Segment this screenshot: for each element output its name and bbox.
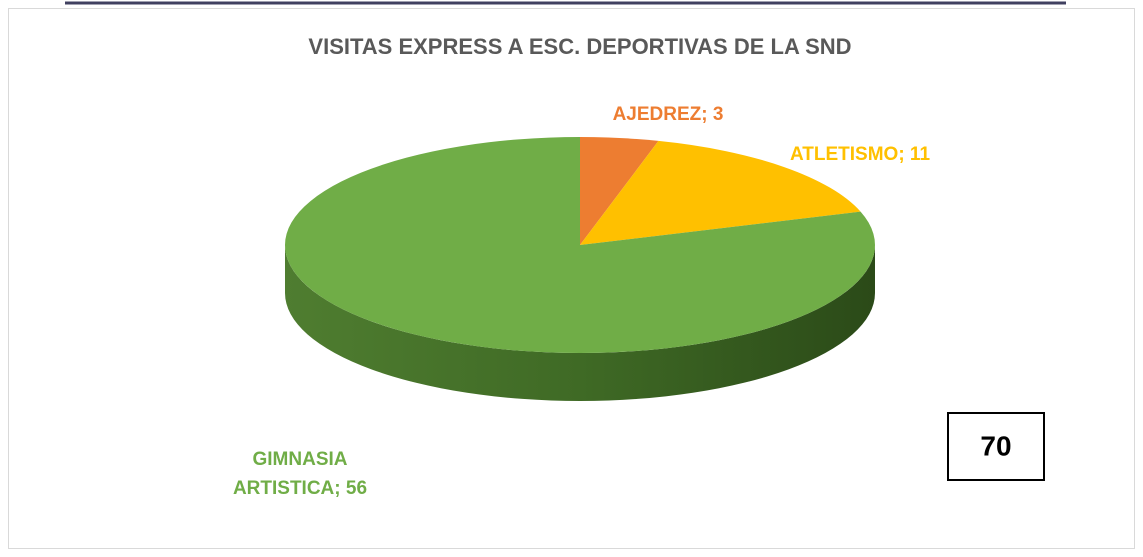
slice [580,137,659,245]
total-box [947,412,1045,481]
total-value: 70 [980,430,1011,461]
slice [580,140,861,245]
slice-side [285,245,875,401]
slice [285,137,876,354]
pie [285,137,876,401]
data-label: GIMNASIA ARTISTICA; 56 [232,449,368,499]
data-label: ATLETISMO; 11 [789,144,931,165]
data-label: AJEDREZ; 3 [612,104,724,125]
chart-frame [8,8,1135,549]
chart-title: VISITAS EXPRESS A ESC. DEPORTIVAS DE LA … [308,34,851,59]
